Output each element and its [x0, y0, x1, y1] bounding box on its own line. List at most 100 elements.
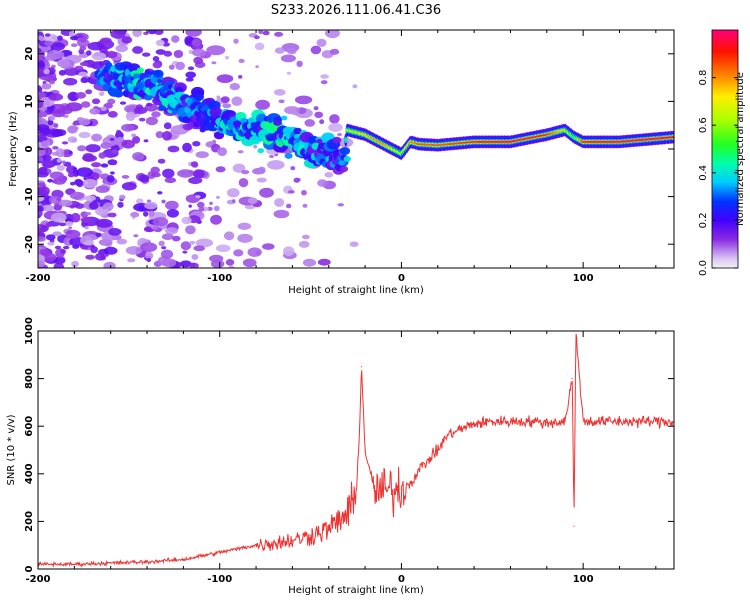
- spectrogram-noise-blob: [182, 123, 194, 131]
- spectrogram-noise-blob: [69, 191, 85, 200]
- spectrogram-energy-blob: [136, 67, 144, 74]
- spectrogram-noise-blob: [298, 240, 310, 248]
- spectrogram-noise-blob: [310, 45, 322, 55]
- spectrogram-noise-blob: [95, 232, 103, 237]
- spectrogram-noise-blob: [188, 262, 199, 268]
- spectrogram-noise-blob: [62, 245, 70, 250]
- spectrogram-band-segment: [344, 138, 348, 142]
- spectrogram-noise-blob: [155, 39, 165, 47]
- spectrogram-noise-blob: [121, 182, 137, 191]
- spectrogram-noise-blob: [242, 258, 257, 268]
- spectrogram-energy-blob: [293, 127, 303, 135]
- spectrogram-noise-blob: [45, 222, 52, 228]
- spectrogram-noise-blob: [317, 179, 328, 187]
- spectrogram-noise-blob: [52, 231, 62, 237]
- spectrogram-noise-blob: [91, 162, 102, 168]
- snr-data-point: [473, 423, 475, 425]
- spectrogram-noise-blob: [49, 171, 64, 180]
- spectrogram-noise-blob: [82, 178, 98, 188]
- spectrogram-noise-blob: [195, 238, 214, 248]
- snr-data-point: [382, 489, 384, 492]
- spectrogram-noise-blob: [255, 65, 259, 69]
- spectrogram-noise-blob: [50, 212, 67, 223]
- spectrogram-noise-blob: [67, 136, 78, 143]
- spectrogram-noise-blob: [162, 131, 172, 141]
- spectrogram-noise-blob: [222, 103, 232, 109]
- spectrogram-noise-blob: [119, 101, 127, 105]
- spectrogram-noise-blob: [292, 111, 300, 116]
- spectrogram-noise-blob: [38, 92, 46, 100]
- snr-data-point: [355, 497, 357, 499]
- snr-data-point: [200, 555, 203, 557]
- spectrogram-noise-blob: [316, 38, 327, 47]
- spectrogram-noise-blob: [107, 111, 118, 118]
- spectrogram-noise-blob: [107, 98, 116, 105]
- spectrogram-noise-blob: [38, 134, 48, 143]
- spectrogram-noise-blob: [295, 95, 313, 105]
- spectrogram-noise-blob: [64, 221, 74, 227]
- spectrogram-noise-blob: [190, 161, 199, 168]
- spectrogram-noise-blob: [267, 160, 285, 170]
- snr-data-point: [491, 420, 493, 422]
- spectrogram-noise-blob: [254, 35, 260, 40]
- colorbar-tick-label: 0.4: [698, 165, 709, 181]
- spectrogram-energy-blob: [194, 93, 205, 102]
- spectrogram-energy-blob: [144, 94, 153, 101]
- spectrogram-noise-blob: [85, 212, 92, 216]
- spectrogram-noise-blob: [85, 89, 93, 95]
- snr-data-point: [291, 539, 293, 542]
- spectrogram-noise-blob: [256, 177, 267, 183]
- spectrogram-noise-blob: [83, 240, 94, 246]
- spectrogram-noise-blob: [81, 101, 91, 108]
- snr-data-point: [182, 558, 184, 561]
- spectrogram-noise-blob: [100, 106, 107, 112]
- spectrogram-energy-blob: [175, 86, 184, 93]
- spectrogram-noise-blob: [63, 77, 78, 86]
- spectrogram-noise-blob: [53, 262, 65, 268]
- snr-data-point: [359, 425, 361, 427]
- spectrogram-noise-blob: [76, 179, 84, 188]
- spectrogram-noise-blob: [177, 169, 194, 178]
- snr-data-point: [373, 489, 375, 492]
- spectrogram-y-axis-title: Frequency (Hz): [8, 111, 19, 187]
- spectrogram-noise-blob: [78, 118, 91, 126]
- spectrogram-noise-blob: [84, 195, 96, 202]
- snr-data-point: [255, 544, 257, 546]
- spectrogram-noise-blob: [132, 46, 144, 54]
- spectrogram-noise-blob: [38, 88, 43, 94]
- spectrogram-noise-blob: [80, 77, 89, 84]
- spectrogram-noise-blob: [125, 111, 136, 122]
- snr-data-point: [582, 420, 584, 422]
- spectrogram-noise-blob: [167, 145, 180, 153]
- spectrogram-noise-blob: [38, 117, 47, 126]
- spectrogram-noise-blob: [78, 71, 88, 77]
- spectrogram-noise-blob: [139, 117, 146, 122]
- spectrogram-noise-blob: [121, 123, 135, 132]
- spectrogram-energy-blob: [316, 138, 323, 144]
- spectrogram-noise-blob: [328, 122, 343, 132]
- spectrogram-noise-blob: [173, 50, 184, 58]
- spectrogram-noise-blob: [108, 228, 122, 236]
- spectrogram-noise-blob: [211, 61, 217, 65]
- spectrogram-noise-blob: [107, 212, 117, 218]
- spectrogram-noise-blob: [247, 247, 262, 257]
- spectrogram-noise-blob: [286, 71, 292, 75]
- spectrogram-noise-blob: [110, 30, 126, 39]
- spectrogram-noise-blob: [319, 119, 325, 125]
- spectrogram-noise-blob: [103, 246, 118, 255]
- snr-data-point: [391, 489, 393, 492]
- snr-data-point: [237, 548, 239, 550]
- spectrogram-noise-blob: [87, 41, 105, 51]
- colorbar-scale: [711, 29, 739, 269]
- y-tick-label: 400: [24, 463, 35, 484]
- spectrogram-noise-blob: [145, 116, 158, 126]
- spectrogram-energy-blob: [152, 69, 164, 78]
- spectrogram-energy-blob: [281, 145, 288, 150]
- spectrogram-band-segment: [671, 136, 674, 139]
- spectrogram-noise-blob: [57, 58, 70, 68]
- x-tick-label: -100: [207, 574, 232, 585]
- spectrogram-energy-blob: [209, 107, 223, 118]
